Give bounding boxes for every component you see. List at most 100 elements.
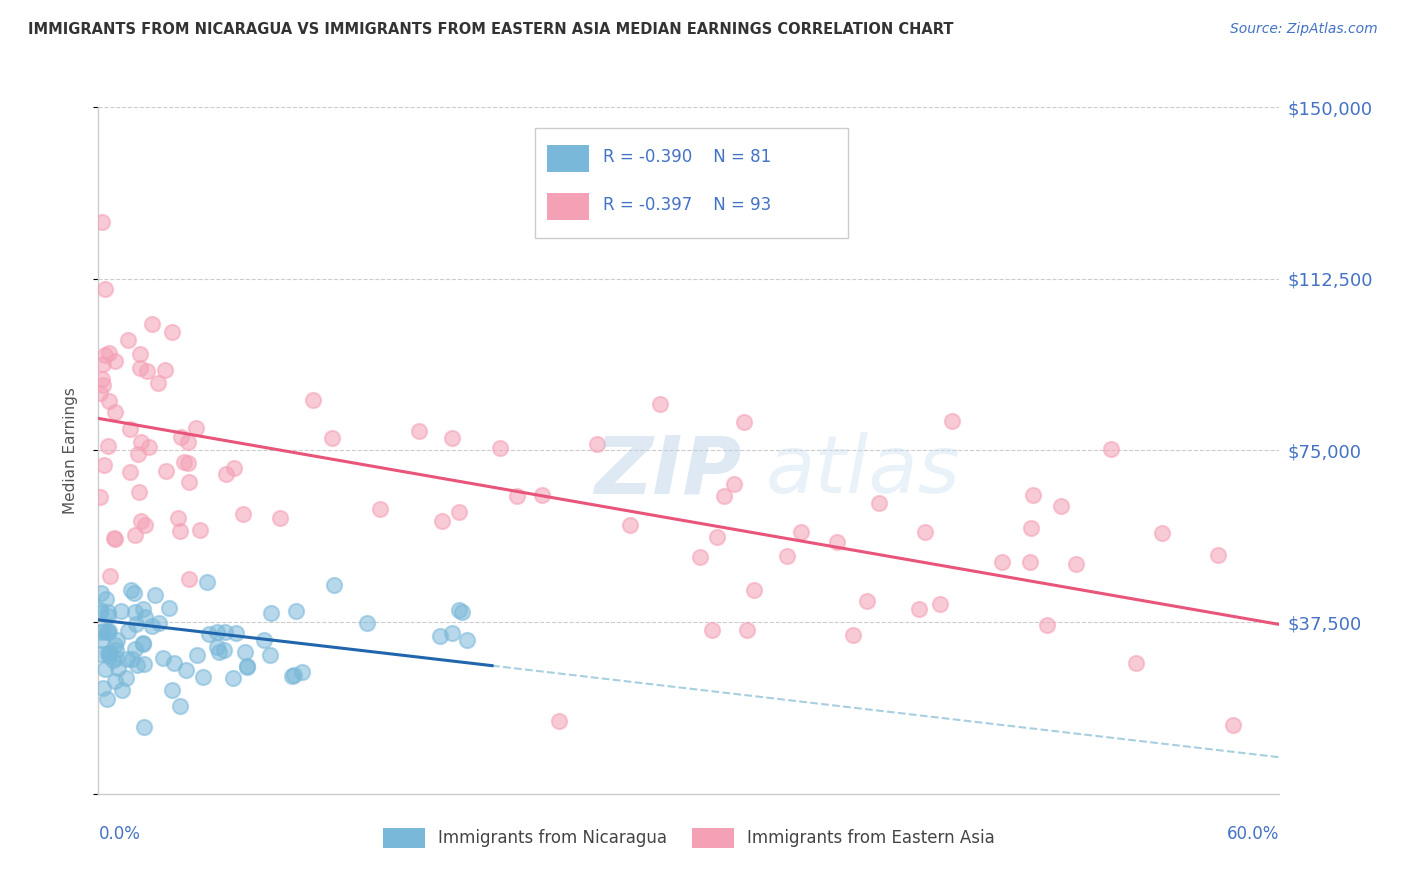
Point xyxy=(97,609,120,624)
Point xyxy=(1019,521,1042,535)
Point xyxy=(93,458,115,473)
Point xyxy=(184,420,207,434)
Point xyxy=(159,601,181,615)
Point xyxy=(128,360,150,375)
Point xyxy=(155,464,177,478)
Point xyxy=(131,637,153,651)
Point xyxy=(134,517,156,532)
Point xyxy=(160,325,183,339)
FancyBboxPatch shape xyxy=(547,193,589,220)
Point xyxy=(167,511,190,525)
Point xyxy=(103,531,125,545)
Point xyxy=(179,572,201,586)
Text: R = -0.397    N = 93: R = -0.397 N = 93 xyxy=(603,196,770,214)
Point xyxy=(98,646,121,660)
Point xyxy=(236,659,259,673)
Point xyxy=(90,647,112,661)
Point xyxy=(208,645,231,659)
Point xyxy=(141,317,163,331)
Point xyxy=(689,549,711,564)
Point xyxy=(115,652,138,666)
Point xyxy=(148,616,170,631)
Point xyxy=(90,372,112,386)
Point xyxy=(121,652,143,666)
Point xyxy=(105,632,128,647)
Point xyxy=(868,496,890,510)
Point xyxy=(321,431,343,445)
Point xyxy=(215,467,238,482)
Point xyxy=(90,585,112,599)
Point xyxy=(177,475,200,489)
Point xyxy=(104,532,127,546)
Point xyxy=(124,641,146,656)
Point xyxy=(98,394,121,409)
Point xyxy=(90,625,112,640)
Point xyxy=(120,466,142,480)
Point xyxy=(283,668,305,682)
Point xyxy=(914,525,936,540)
Point xyxy=(122,586,145,600)
Point xyxy=(1152,526,1174,541)
Point xyxy=(291,665,314,679)
Point xyxy=(186,648,208,662)
Point xyxy=(177,434,200,449)
Point xyxy=(98,624,121,639)
Point xyxy=(253,632,276,647)
Point xyxy=(104,404,127,418)
Point xyxy=(117,624,139,639)
Point xyxy=(132,657,155,672)
Point xyxy=(120,582,142,597)
Point xyxy=(169,524,191,539)
Point xyxy=(825,535,848,549)
Point xyxy=(232,507,254,521)
Point xyxy=(1022,487,1045,501)
Point xyxy=(105,651,128,665)
Point xyxy=(97,605,120,619)
Point xyxy=(94,592,117,607)
Point xyxy=(1064,558,1087,572)
Point xyxy=(124,605,146,619)
Point xyxy=(188,523,211,537)
Point xyxy=(928,597,950,611)
Point xyxy=(259,648,281,663)
Point xyxy=(170,430,193,444)
Point xyxy=(1019,555,1042,569)
Point xyxy=(125,617,148,632)
Point xyxy=(129,514,152,528)
Point xyxy=(96,692,118,706)
Point xyxy=(214,624,236,639)
Point xyxy=(107,661,129,675)
Point xyxy=(195,574,218,589)
Point xyxy=(198,627,221,641)
Point xyxy=(269,510,291,524)
Point xyxy=(94,282,117,296)
Point xyxy=(132,602,155,616)
Point xyxy=(129,435,152,450)
Point xyxy=(104,638,127,652)
Point xyxy=(1222,718,1244,732)
Point xyxy=(456,633,478,648)
Point xyxy=(619,518,641,533)
Text: 0.0%: 0.0% xyxy=(98,825,141,843)
Point xyxy=(124,528,146,542)
Point xyxy=(789,524,811,539)
Text: ZIP: ZIP xyxy=(595,432,742,510)
Point xyxy=(700,623,723,637)
Point xyxy=(138,440,160,454)
Text: 60.0%: 60.0% xyxy=(1227,825,1279,843)
Point xyxy=(129,346,152,360)
FancyBboxPatch shape xyxy=(536,128,848,237)
Point xyxy=(93,624,115,639)
Point xyxy=(90,632,112,647)
FancyBboxPatch shape xyxy=(547,145,589,172)
Point xyxy=(173,455,195,469)
Point xyxy=(118,422,141,436)
Point xyxy=(91,378,114,392)
Point xyxy=(117,333,139,347)
Point xyxy=(141,619,163,633)
Point xyxy=(842,628,865,642)
Point xyxy=(104,354,127,368)
Point xyxy=(408,424,430,438)
Point xyxy=(177,456,200,470)
Text: R = -0.390    N = 81: R = -0.390 N = 81 xyxy=(603,148,770,166)
